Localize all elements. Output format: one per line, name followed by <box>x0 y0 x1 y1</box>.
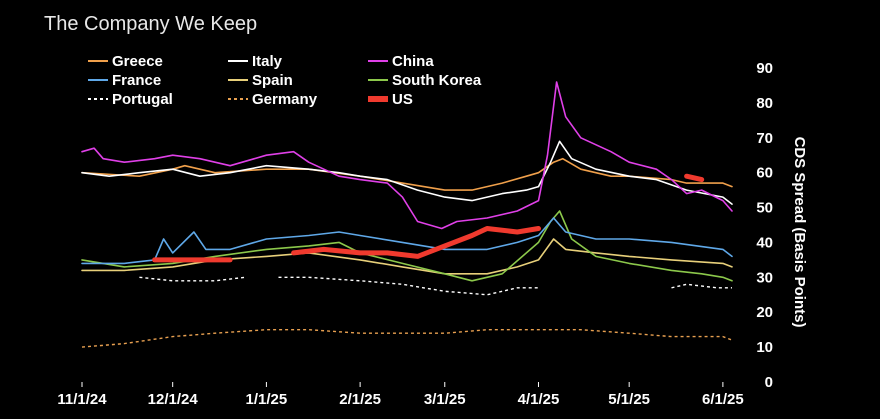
series-layer <box>81 81 733 348</box>
legend-item-south-korea: South Korea <box>368 72 482 89</box>
legend-item-italy: Italy <box>228 53 283 70</box>
legend-item-portugal: Portugal <box>88 91 173 108</box>
series-italy <box>81 140 733 205</box>
y-tick-label-40: 40 <box>756 234 773 251</box>
legend-label-spain: Spain <box>252 72 293 89</box>
series-line-portugal <box>278 276 539 296</box>
legend-item-greece: Greece <box>88 53 163 70</box>
series-line-south-korea <box>81 210 733 282</box>
x-tick-label-11-1-24: 11/1/24 <box>57 391 107 408</box>
legend-label-portugal: Portugal <box>112 91 173 108</box>
legend-label-italy: Italy <box>252 53 283 70</box>
y-tick-label-20: 20 <box>756 304 773 321</box>
x-tick-label-12-1-24: 12/1/24 <box>148 391 199 408</box>
series-line-portugal <box>139 276 246 282</box>
y-tick-label-80: 80 <box>756 95 773 112</box>
series-line-france <box>81 217 733 265</box>
x-axis: 11/1/24 12/1/24 1/1/25 2/1/25 3/1/25 4/1/25 5/… <box>57 382 744 408</box>
legend-label-germany: Germany <box>252 91 318 108</box>
series-china <box>81 81 733 230</box>
series-line-germany <box>81 329 733 348</box>
y-axis: 0 10 20 30 40 50 60 70 80 90 <box>756 60 773 391</box>
legend-label-france: France <box>112 72 161 89</box>
legend-item-germany: Germany <box>228 91 318 108</box>
chart-title: The Company We Keep <box>44 13 257 35</box>
y-axis-title: CDS Spread (Basis Points) <box>791 137 808 328</box>
legend-item-france: France <box>88 72 161 89</box>
series-south-korea <box>81 210 733 282</box>
x-tick-label-3-1-25: 3/1/25 <box>424 391 466 408</box>
y-tick-label-0: 0 <box>765 374 773 391</box>
legend-item-us: US <box>368 91 413 108</box>
series-line-china <box>81 81 733 230</box>
y-tick-label-30: 30 <box>756 269 773 286</box>
legend-label-greece: Greece <box>112 53 163 70</box>
legend-item-china: China <box>368 53 434 70</box>
legend-label-china: China <box>392 53 434 70</box>
y-tick-label-10: 10 <box>756 339 773 356</box>
legend: Greece Italy China France Spain South Korea Po… <box>88 53 482 108</box>
x-tick-label-6-1-25: 6/1/25 <box>702 391 744 408</box>
series-line-portugal <box>671 283 732 289</box>
series-line-us <box>291 226 541 259</box>
y-tick-label-50: 50 <box>756 200 773 217</box>
series-france <box>81 217 733 265</box>
x-tick-label-1-1-25: 1/1/25 <box>246 391 288 408</box>
legend-label-south-korea: South Korea <box>392 72 482 89</box>
y-tick-label-70: 70 <box>756 130 773 147</box>
x-tick-label-4-1-25: 4/1/25 <box>518 391 560 408</box>
series-germany <box>81 329 733 348</box>
legend-label-us: US <box>392 91 413 108</box>
series-portugal <box>139 276 732 296</box>
x-tick-label-5-1-25: 5/1/25 <box>608 391 650 408</box>
legend-item-spain: Spain <box>228 72 293 89</box>
series-line-italy <box>81 140 733 205</box>
x-tick-label-2-1-25: 2/1/25 <box>339 391 381 408</box>
y-tick-label-60: 60 <box>756 165 773 182</box>
y-tick-label-90: 90 <box>756 60 773 77</box>
series-line-us <box>684 173 705 183</box>
